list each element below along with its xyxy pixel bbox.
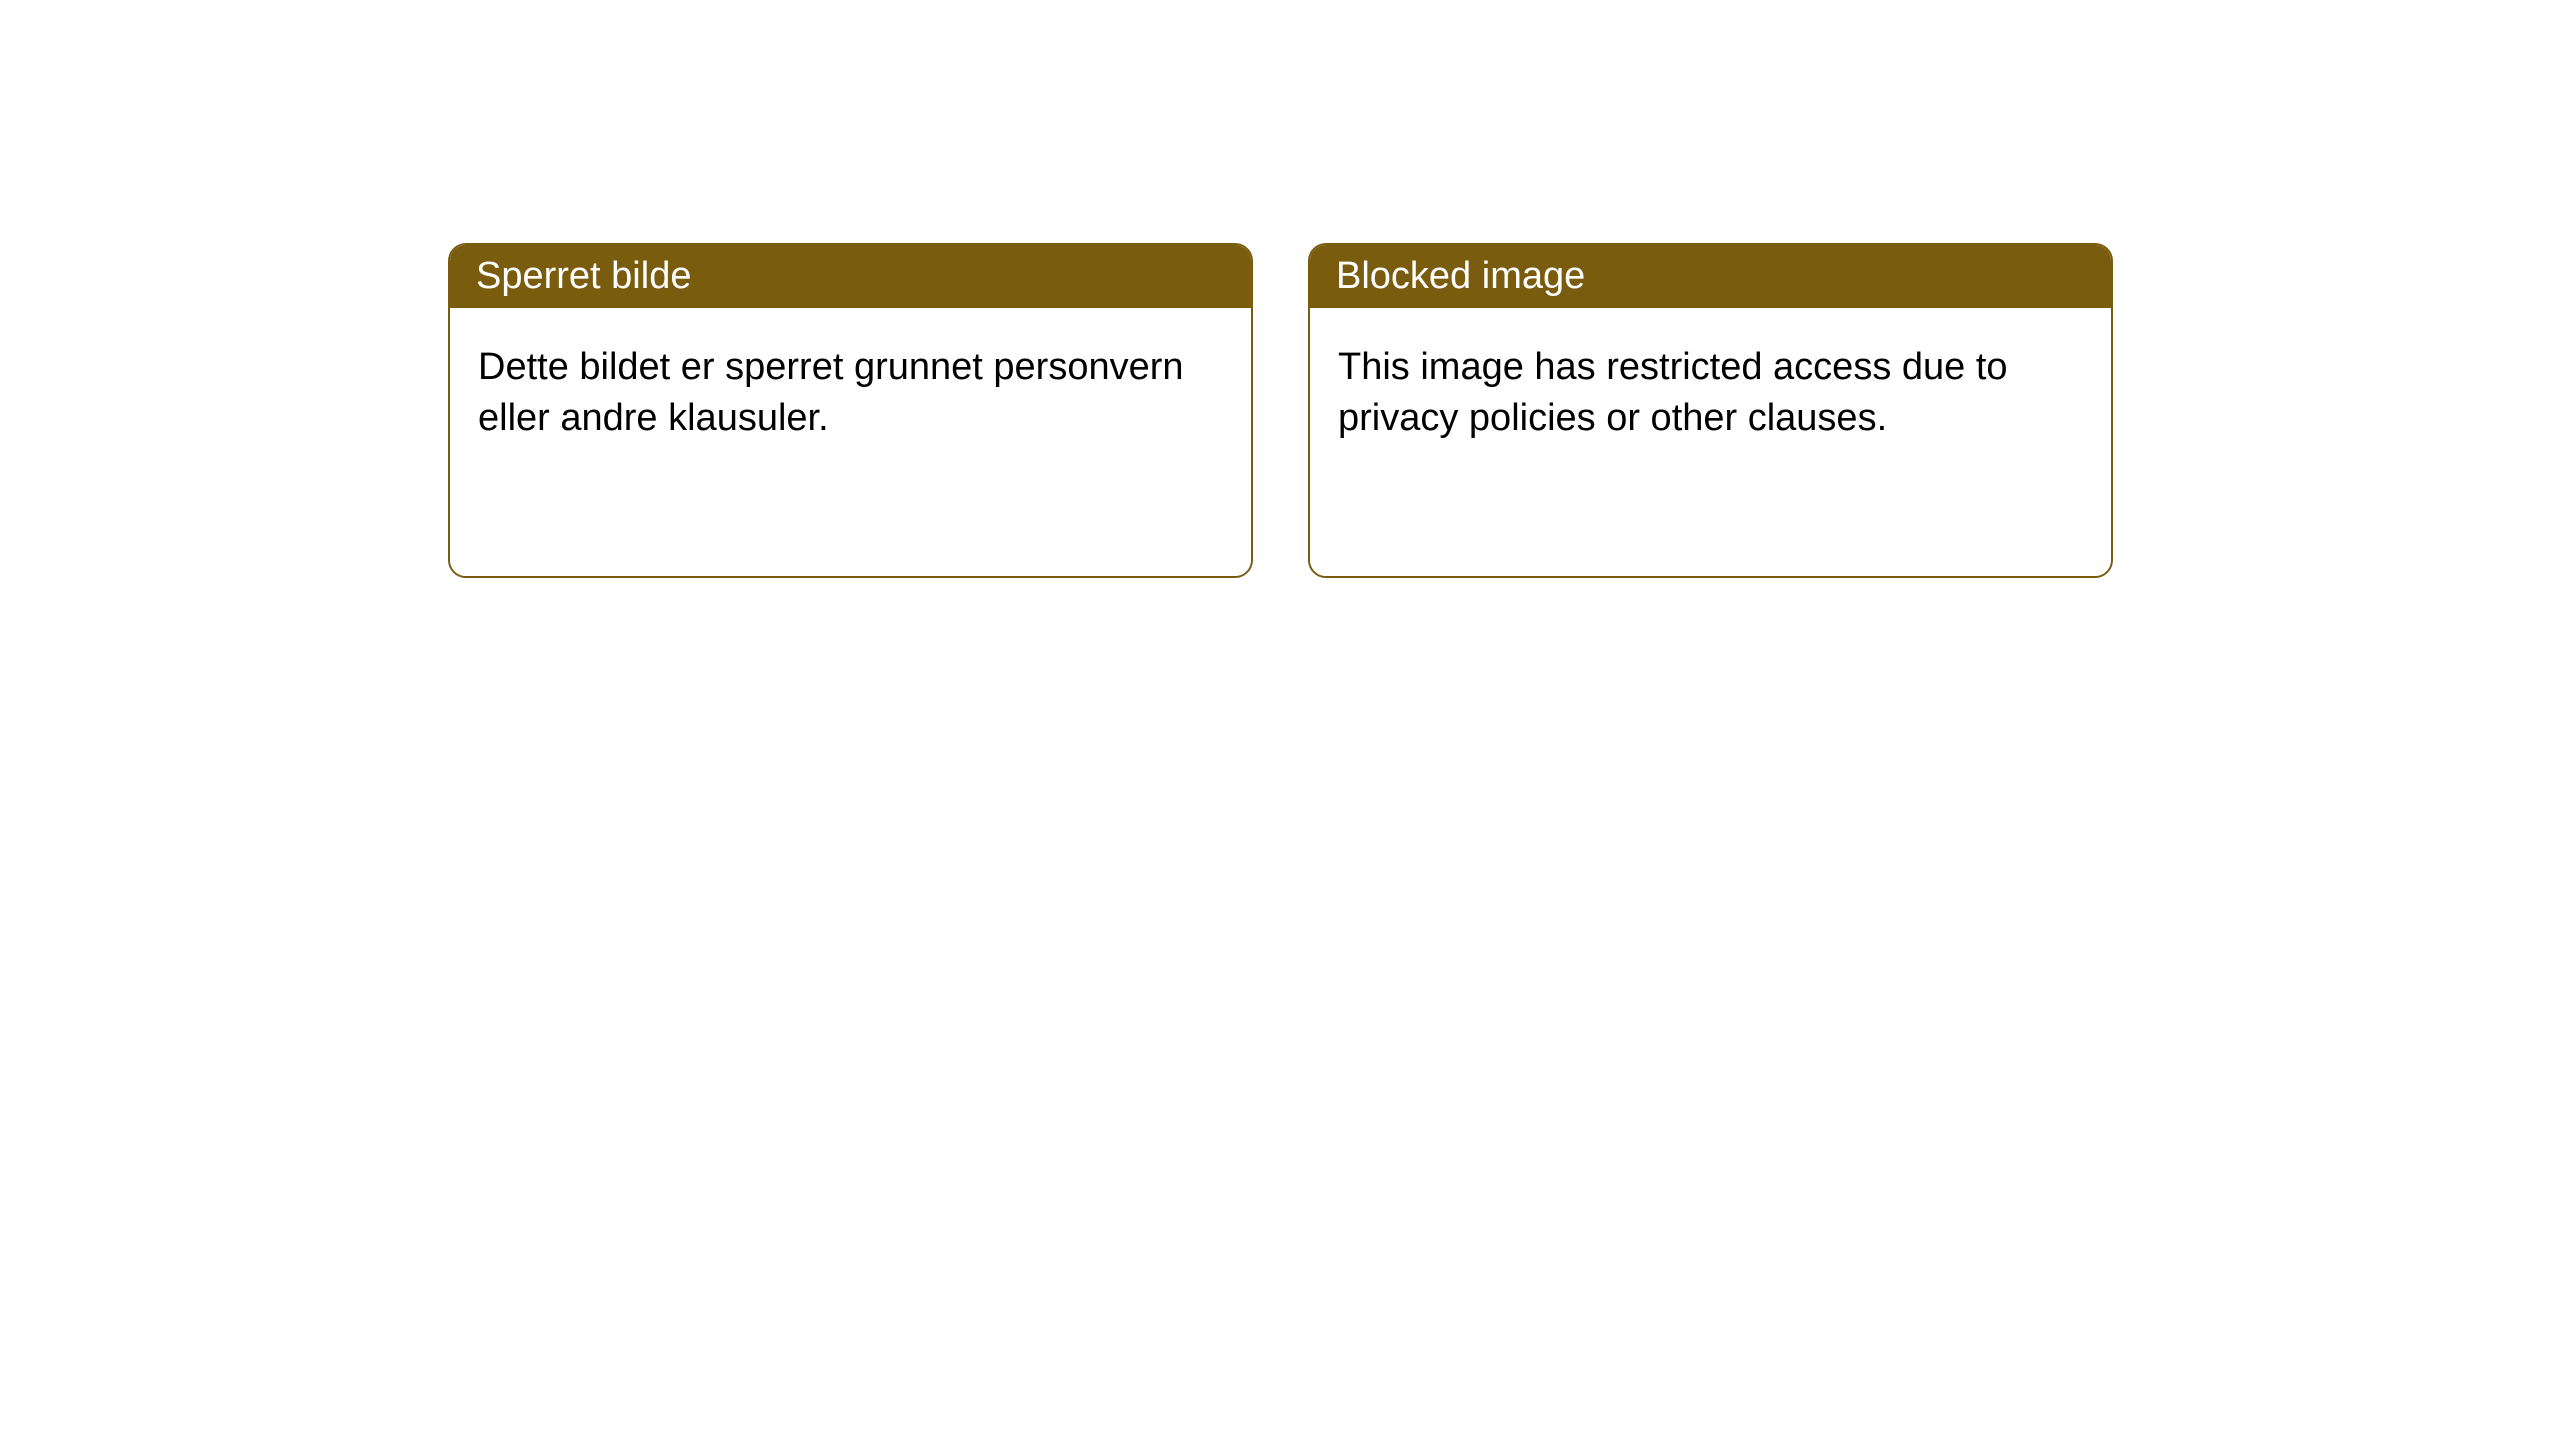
notice-container: Sperret bilde Dette bildet er sperret gr… <box>448 243 2113 578</box>
card-body: Dette bildet er sperret grunnet personve… <box>450 308 1251 576</box>
card-message: Dette bildet er sperret grunnet personve… <box>478 342 1223 445</box>
card-header: Blocked image <box>1310 245 2111 308</box>
blocked-image-card-en: Blocked image This image has restricted … <box>1308 243 2113 578</box>
blocked-image-card-no: Sperret bilde Dette bildet er sperret gr… <box>448 243 1253 578</box>
card-message: This image has restricted access due to … <box>1338 342 2083 445</box>
card-body: This image has restricted access due to … <box>1310 308 2111 576</box>
card-title: Sperret bilde <box>476 255 691 297</box>
card-header: Sperret bilde <box>450 245 1251 308</box>
card-title: Blocked image <box>1336 255 1585 297</box>
